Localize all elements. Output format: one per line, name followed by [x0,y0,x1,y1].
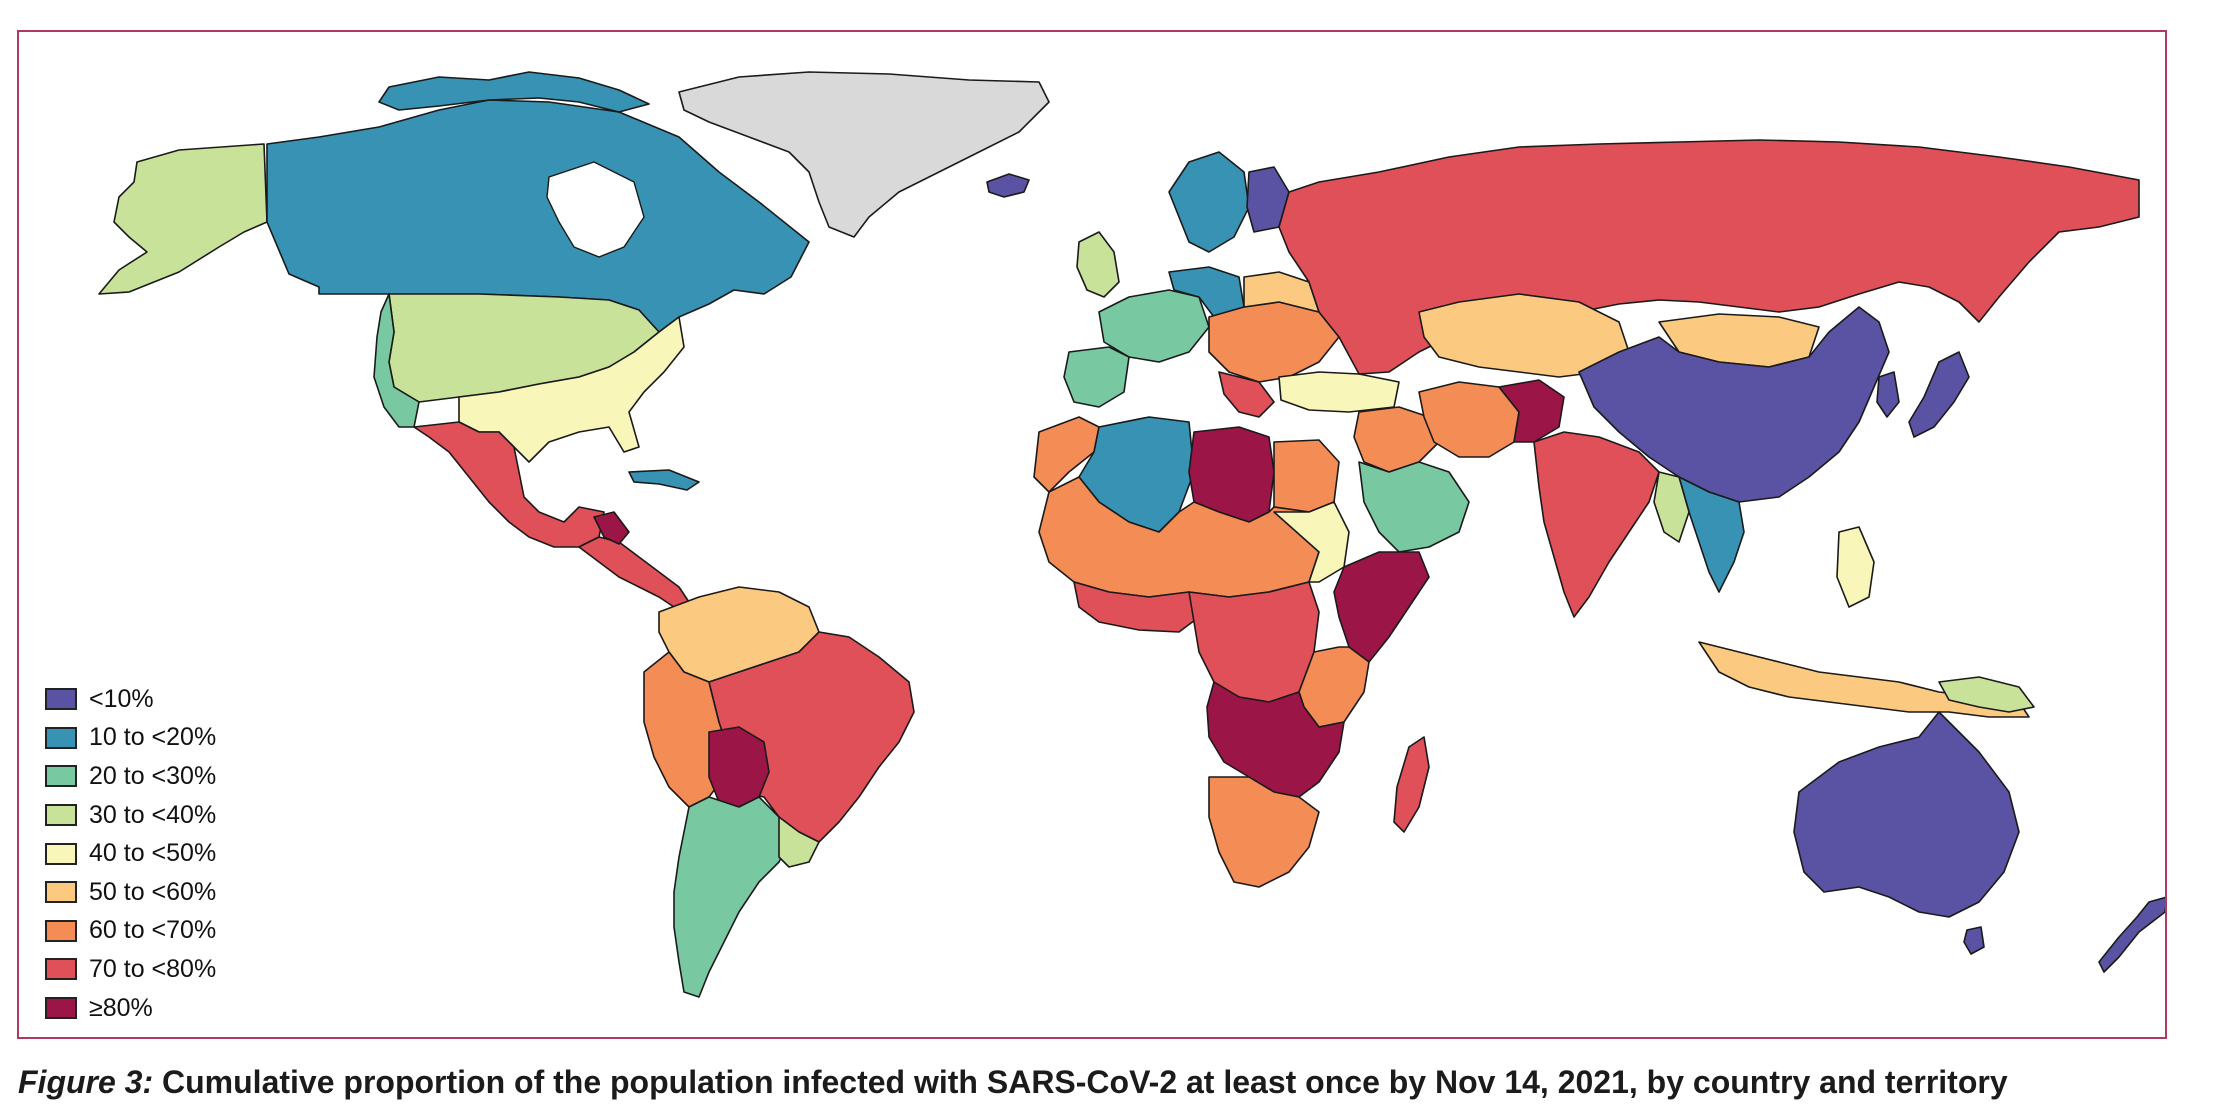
korea [1876,371,1900,418]
balkans-region [1218,371,1275,418]
west-africa-coast-region [1073,581,1200,633]
bolivia-region [708,726,770,808]
morocco-west-sahara-region [1033,416,1100,493]
legend-item: 60 to <70% [45,912,216,951]
legend-item: 30 to <40% [45,796,216,835]
japan [1908,351,1970,438]
australia [1793,711,2020,918]
iberia-region [1063,346,1130,408]
new-zealand [2098,896,2165,973]
legend-item: 50 to <60% [45,873,216,912]
philippines [1836,526,1875,608]
hudson-bay [546,161,645,258]
legend-label: ≥80% [89,993,153,1022]
legend-swatch [45,881,77,904]
alaska-region [98,143,268,295]
map-frame: <10% 10 to <20% 20 to <30% 30 to <40% 40… [17,30,2167,1039]
legend-item: 40 to <50% [45,834,216,873]
mexico-region [413,421,605,548]
guatemala-honduras-region [593,511,630,545]
legend-item: 10 to <20% [45,719,216,758]
western-europe-region [1098,289,1210,363]
legend: <10% 10 to <20% 20 to <30% 30 to <40% 40… [45,680,216,1027]
afghanistan-pakistan-region [1498,379,1565,443]
ethiopia-somalia-region [1333,551,1430,663]
cuba-region [628,469,700,491]
papua-new-guinea [1938,676,2035,713]
canadian-arctic-islands [378,71,650,113]
saudi-arabia-region [1358,461,1470,553]
india-region [1533,431,1660,618]
legend-swatch [45,688,77,711]
legend-item: ≥80% [45,989,216,1028]
egypt [1273,439,1340,513]
china [1578,306,1890,503]
legend-swatch [45,804,77,827]
argentina-chile-region [673,796,790,998]
central-africa-region [1188,581,1320,703]
legend-label: 20 to <30% [89,761,217,790]
legend-label: 10 to <20% [89,723,217,752]
canada-region [266,99,810,333]
figure-caption: Figure 3: Cumulative proportion of the p… [18,1064,2008,1101]
legend-swatch [45,842,77,865]
legend-item: 20 to <30% [45,757,216,796]
turkey [1278,371,1400,413]
legend-swatch [45,919,77,942]
madagascar [1393,736,1430,833]
central-america-region [578,536,690,608]
tasmania [1963,926,1985,955]
legend-swatch [45,997,77,1020]
southern-central-africa-region [1206,681,1345,798]
southern-africa-region [1208,776,1320,888]
greenland-region [678,71,1050,238]
uruguay-paraguay-region [778,816,820,868]
legend-item: <10% [45,680,216,719]
uk-ireland-region [1076,231,1120,298]
figure-label: Figure 3: [18,1064,154,1100]
eastern-europe-region [1208,301,1340,383]
legend-label: 30 to <40% [89,800,217,829]
legend-swatch [45,958,77,981]
legend-label: <10% [89,684,154,713]
legend-item: 70 to <80% [45,950,216,989]
legend-swatch [45,765,77,788]
legend-swatch [45,726,77,749]
indonesia-region [1698,641,2030,718]
legend-label: 50 to <60% [89,877,217,906]
southeast-asia-mainland-region [1678,476,1745,593]
myanmar [1653,471,1690,543]
legend-label: 60 to <70% [89,916,217,945]
iran-region [1418,381,1520,458]
usa-west-coast-region [373,293,420,428]
figure-title: Cumulative proportion of the population … [162,1064,2008,1100]
world-choropleth-map [98,71,2165,998]
scandinavia-region [1168,151,1250,253]
legend-label: 70 to <80% [89,954,217,983]
legend-label: 40 to <50% [89,839,217,868]
iceland [986,173,1030,198]
